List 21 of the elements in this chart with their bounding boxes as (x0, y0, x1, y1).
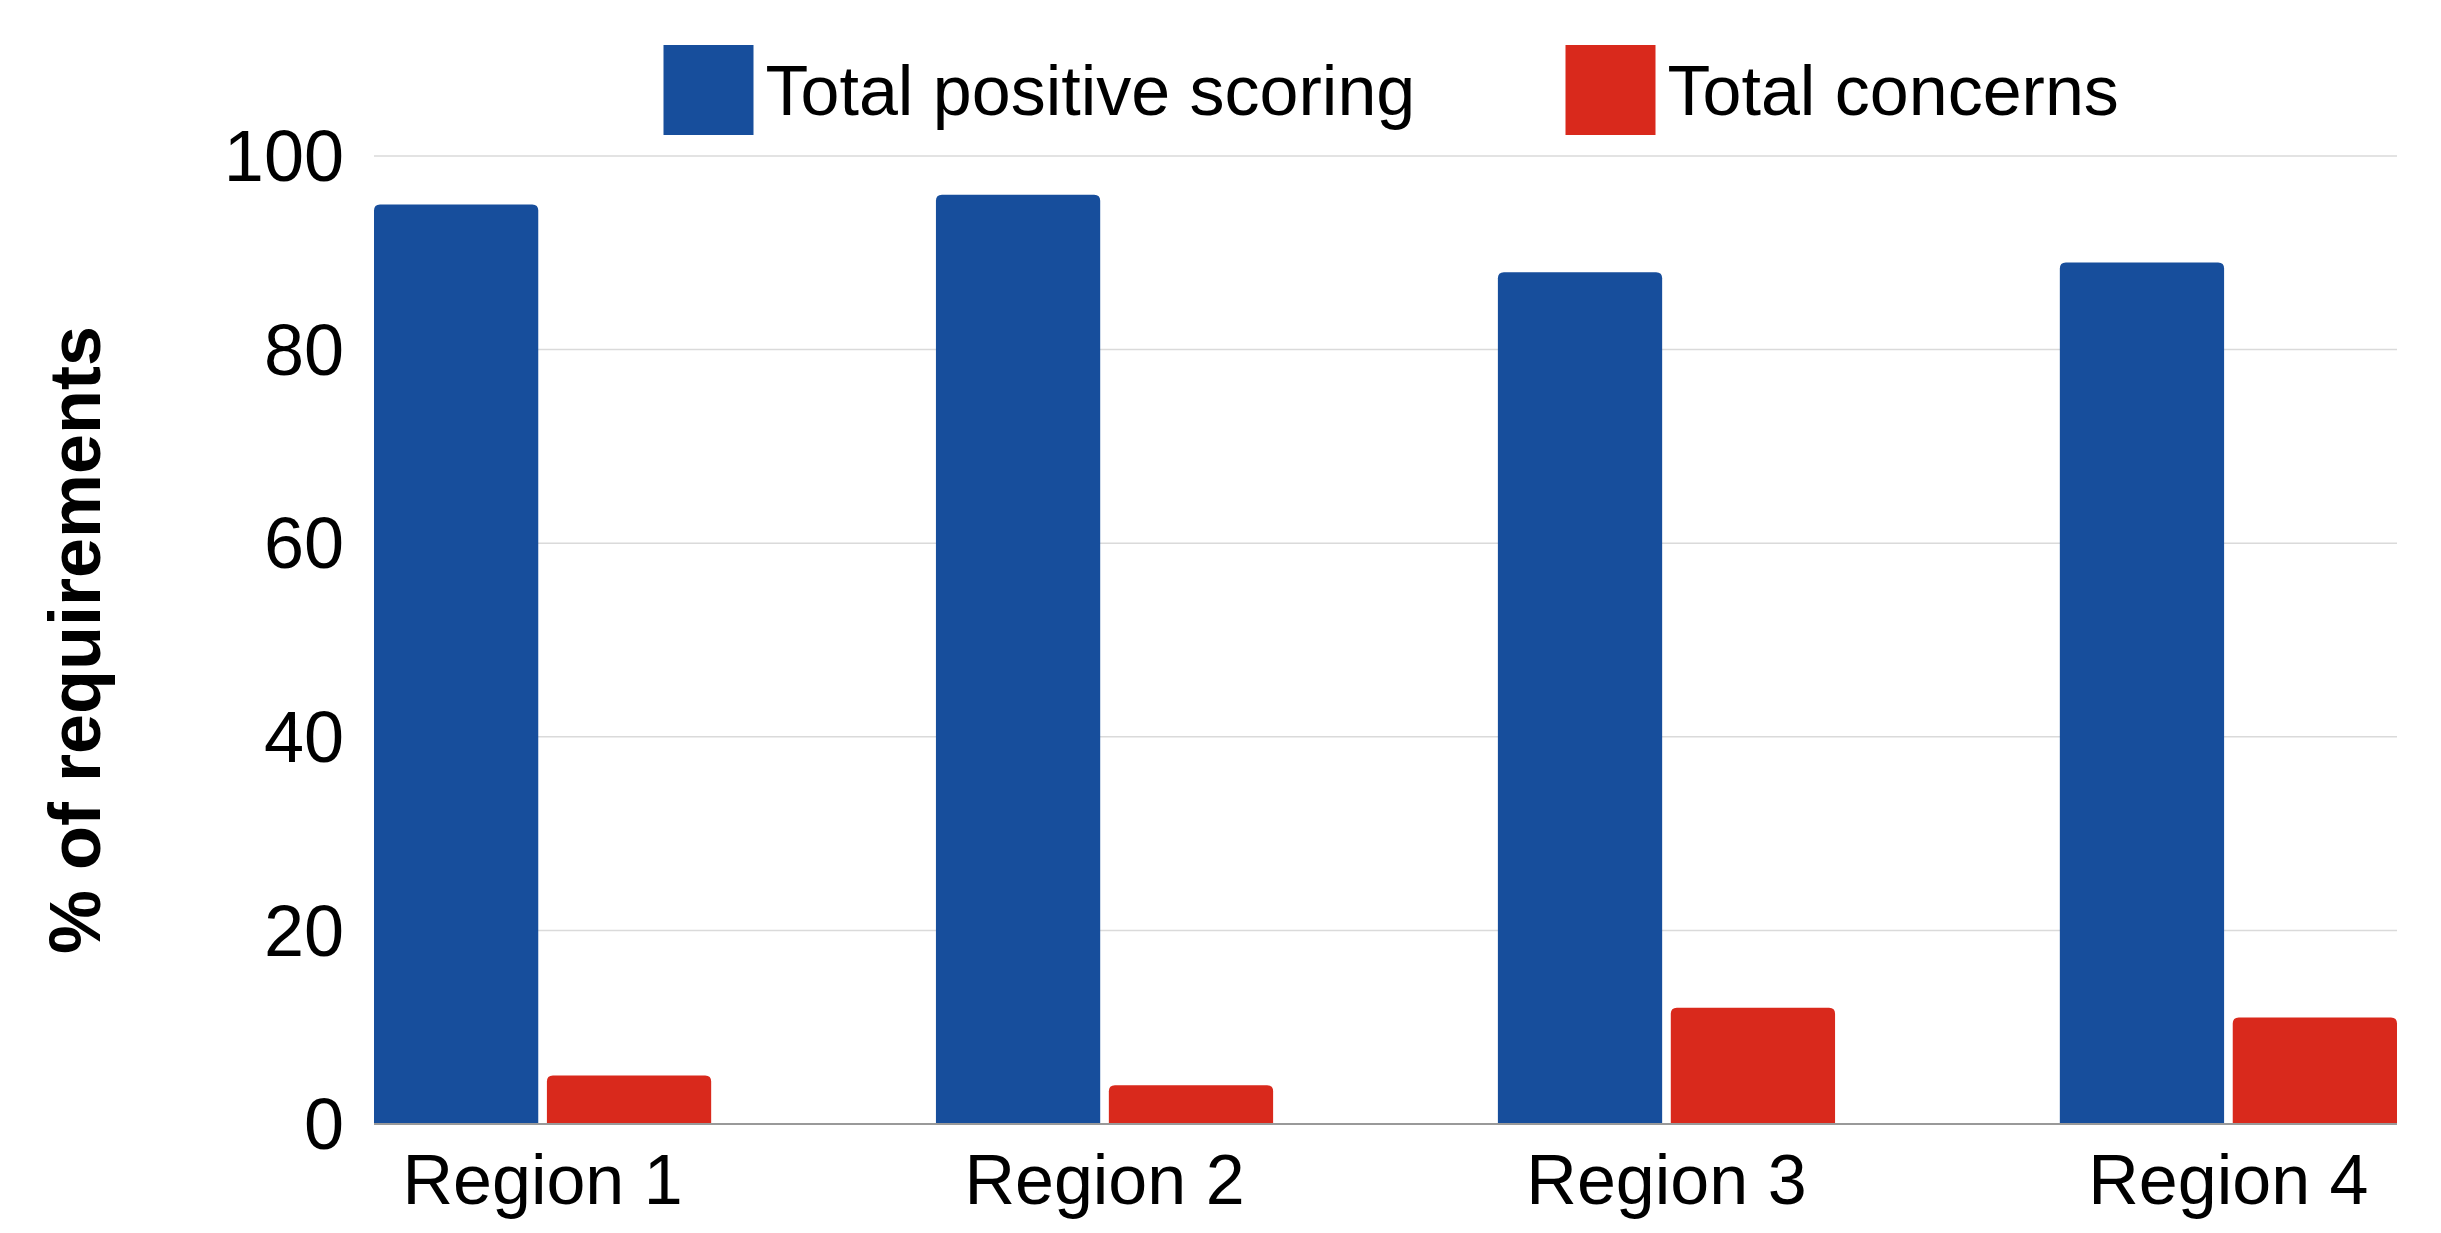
bar (374, 204, 539, 1124)
x-tick-label: Region 4 (2088, 1141, 2369, 1219)
bar (2232, 1017, 2397, 1124)
y-tick-label: 20 (263, 890, 344, 971)
y-tick-label: 80 (263, 309, 344, 390)
y-tick-label: 40 (263, 697, 344, 777)
bar (1497, 272, 1663, 1124)
y-tick-label: 0 (303, 1084, 344, 1165)
y-tick-label: 60 (263, 503, 344, 584)
bar (1670, 1007, 1836, 1124)
x-tick-label: Region 1 (402, 1141, 683, 1219)
y-axis-title: % of requirements (35, 325, 115, 955)
legend-label: Total concerns (1667, 51, 2119, 130)
bar (546, 1075, 712, 1124)
bar (2059, 262, 2225, 1124)
legend-label: Total positive scoring (765, 51, 1416, 130)
x-tick-label: Region 3 (1526, 1141, 1807, 1219)
y-tick-label: 100 (223, 116, 344, 197)
x-tick-label: Region 2 (964, 1141, 1245, 1219)
bar (1108, 1085, 1274, 1124)
bar (935, 194, 1101, 1124)
